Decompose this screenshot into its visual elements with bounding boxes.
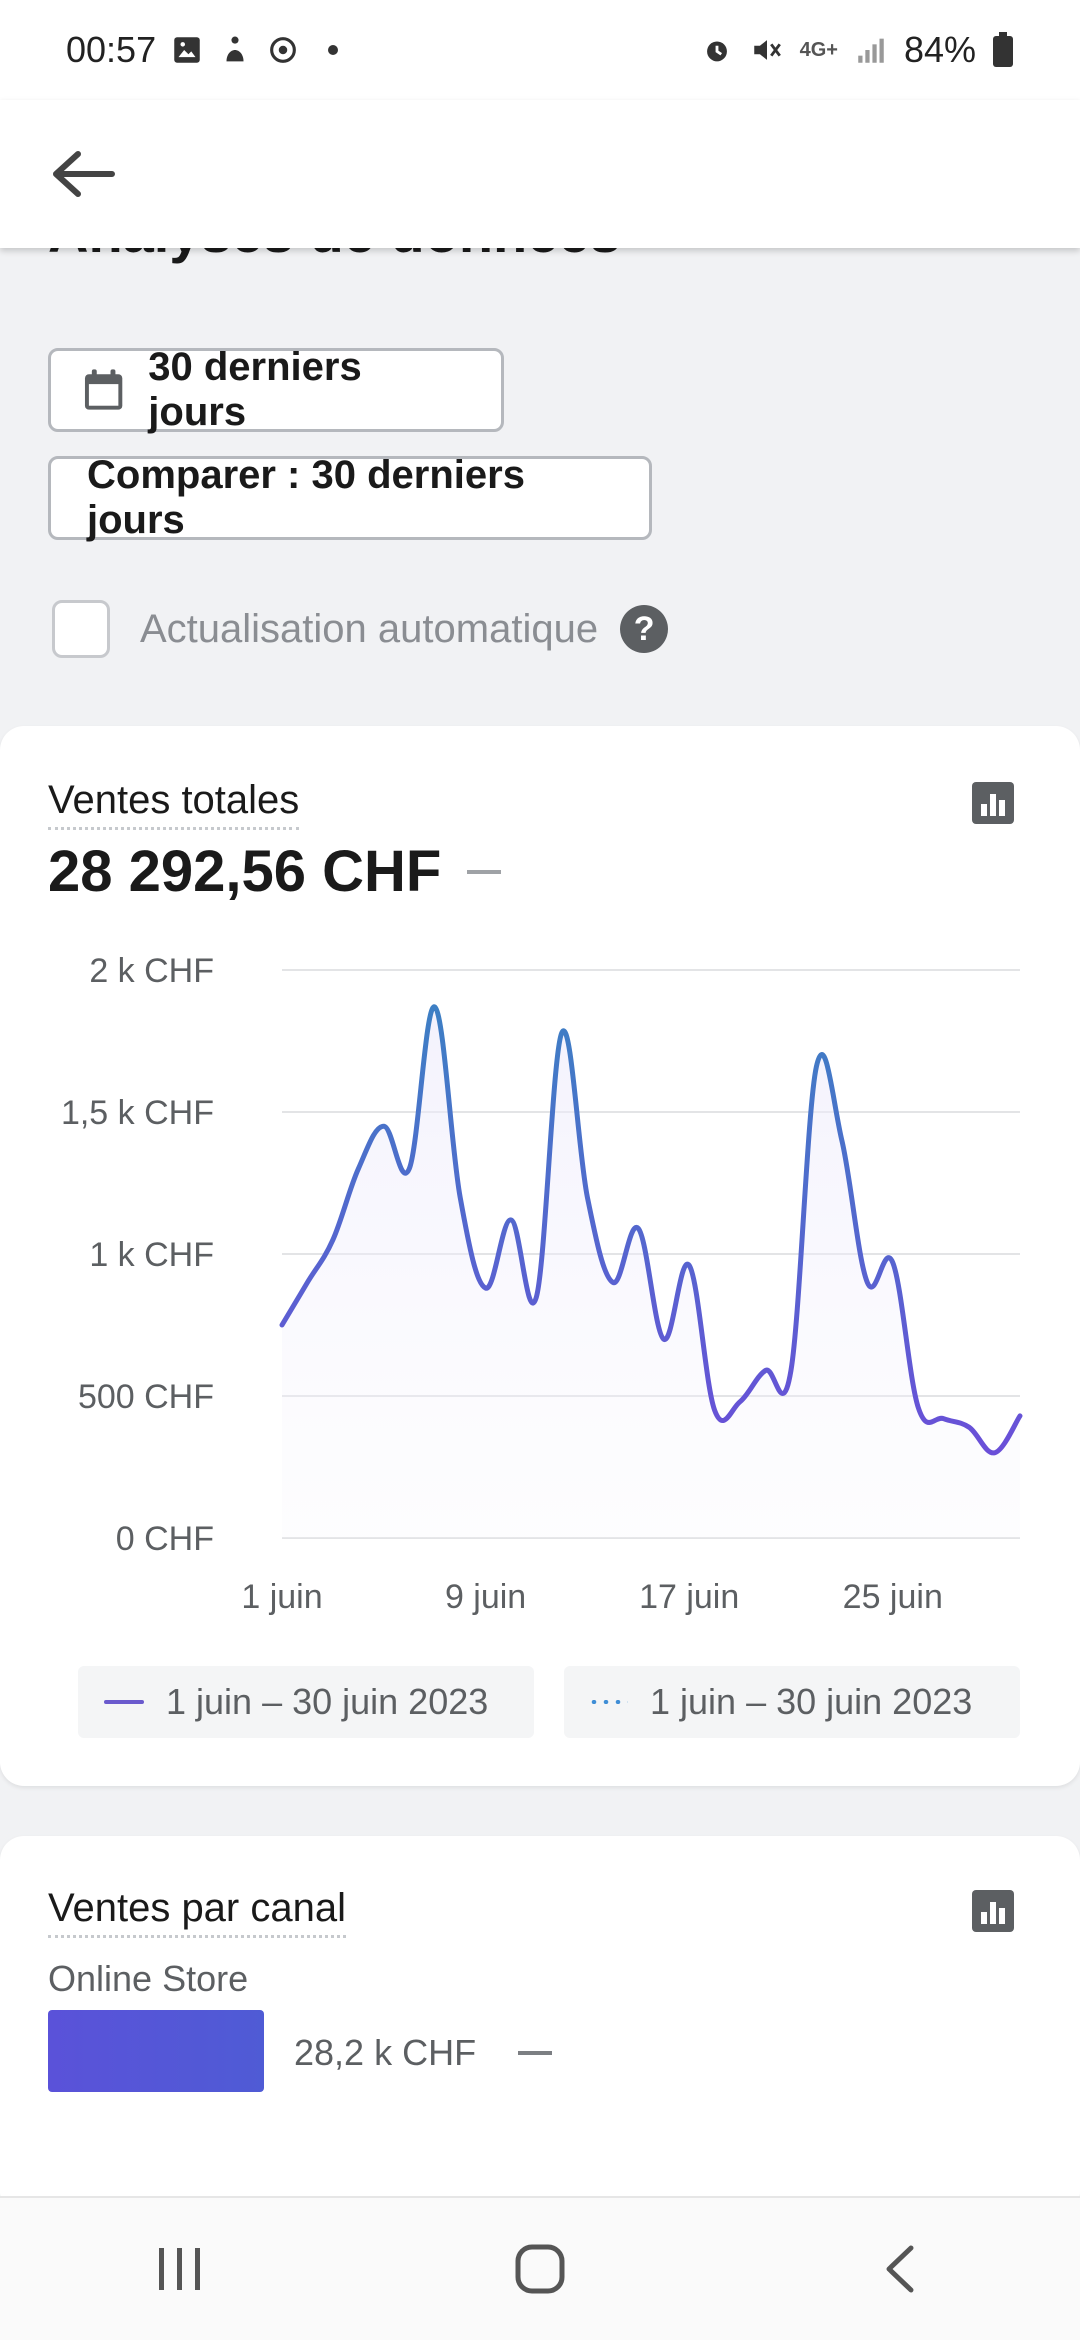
channel-value-row: 28,2 k CHF [294,2032,553,2074]
channel-value: 28,2 k CHF [294,2032,477,2073]
help-icon[interactable]: ? [620,605,669,653]
legend-dotted-swatch [588,1700,628,1704]
date-range-button[interactable]: 30 derniers jours [48,345,504,434]
y-tick-label: 1 k CHF [89,1236,214,1274]
legend-comparison-period[interactable]: 1 juin – 30 juin 2023 [564,1666,1020,1738]
y-tick-label: 500 CHF [78,1378,214,1416]
legend-current-period[interactable]: 1 juin – 30 juin 2023 [78,1666,534,1738]
sync-icon [270,37,296,63]
x-tick-label: 9 juin [445,1578,526,1616]
x-tick-label: 25 juin [843,1578,943,1616]
bar-chart-icon[interactable] [972,1890,1014,1932]
y-tick-label: 0 CHF [116,1520,214,1558]
date-range-label: 30 derniers jours [148,345,362,434]
app-header [0,100,1080,248]
auto-refresh-label: Actualisation automatique [140,606,599,651]
calendar-icon [84,369,123,410]
home-button[interactable] [480,2219,600,2319]
recent-apps-icon [159,2248,200,2290]
sales-by-channel-card: Ventes par canal Online Store 28,2 k CHF [0,1836,1080,2216]
compare-button[interactable]: Comparer : 30 derniers jours [48,453,652,542]
bar-chart-icon[interactable] [972,782,1014,824]
battery-icon [993,32,1013,67]
total-sales-card: Ventes totales 28 292,56 CHF 0 CHF 500 CH… [0,726,1080,1786]
channel-bar [48,2010,264,2092]
compare-label: Comparer : 30 derniers jours [87,453,525,542]
channel-name: Online Store [48,1958,249,1999]
signal-icon [858,38,884,63]
recent-apps-button[interactable] [120,2219,240,2319]
total-sales-amount: 28 292,56 CHF [48,839,442,904]
back-nav-button[interactable] [840,2219,960,2319]
channel-comparison-dash [518,2051,553,2055]
status-bar: 00:57 4G+ 84% [0,0,1080,100]
x-tick-label: 1 juin [241,1578,322,1616]
total-sales-value: 28 292,56 CHF [48,838,502,905]
back-nav-icon [886,2245,914,2293]
back-button[interactable] [46,136,122,212]
status-time: 00:57 [66,29,157,70]
image-icon [174,37,200,63]
arrow-left-icon [53,151,115,197]
total-sales-title[interactable]: Ventes totales [48,778,300,830]
sales-by-channel-title[interactable]: Ventes par canal [48,1886,346,1938]
sales-line [279,1004,1023,1456]
alarm-icon [706,41,727,62]
battery-percent: 84% [903,29,976,70]
sales-area [282,1006,1020,1538]
mute-icon [753,40,781,60]
y-tick-label: 2 k CHF [89,952,214,990]
legend-current-label: 1 juin – 30 juin 2023 [166,1681,489,1722]
legend-solid-swatch [104,1700,144,1704]
notification-dot [328,45,339,55]
sales-line-chart: 0 CHF 500 CHF 1 k CHF 1,5 k CHF 2 k CHF 1 ju… [61,952,1023,1616]
x-tick-label: 17 juin [639,1578,739,1616]
comparison-dash [467,869,502,874]
system-nav-bar [0,2196,1080,2340]
person-icon [226,36,244,62]
home-icon [515,2244,565,2294]
y-tick-label: 1,5 k CHF [61,1094,214,1132]
legend-comparison-label: 1 juin – 30 juin 2023 [650,1681,973,1722]
auto-refresh-row: Actualisation automatique ? [52,600,669,658]
network-type: 4G+ [799,38,838,61]
auto-refresh-checkbox[interactable] [52,600,110,658]
